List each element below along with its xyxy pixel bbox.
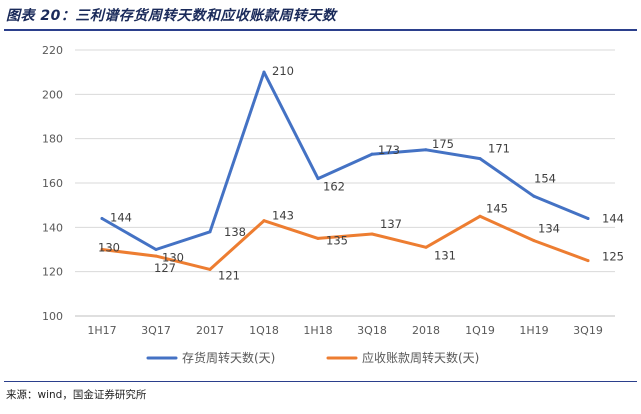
data-label: 135: [326, 233, 348, 247]
data-label: 154: [534, 171, 556, 185]
x-tick-label: 3Q17: [141, 324, 171, 337]
legend-item-inventory-label: 存货周转天数(天): [182, 350, 275, 365]
data-point: [532, 239, 536, 243]
data-point: [154, 248, 158, 251]
y-tick-label: 100: [42, 310, 63, 323]
y-tick-label: 220: [42, 44, 63, 57]
x-axis-ticks: 1H17 3Q17 2017 1Q18 1H18 3Q18 2018 1Q19 1H19 3Q19: [87, 324, 602, 337]
data-label: 210: [272, 64, 294, 78]
data-label: 127: [154, 261, 176, 275]
data-point: [316, 177, 320, 181]
data-label: 175: [432, 137, 454, 151]
figure-title: 图表 20：三利谱存货周转天数和应收账款周转天数: [6, 8, 337, 24]
series-lines: [100, 70, 590, 271]
inventory-days-line: [100, 70, 590, 251]
data-label: 143: [272, 209, 294, 223]
y-tick-label: 200: [42, 88, 63, 101]
x-tick-label: 1H17: [87, 324, 116, 337]
x-tick-label: 2017: [196, 324, 224, 337]
data-point: [208, 230, 212, 234]
data-point: [316, 236, 320, 240]
data-label: 121: [218, 268, 240, 282]
data-point: [208, 267, 212, 271]
footer-divider: [4, 381, 637, 382]
x-tick-label: 1Q19: [465, 324, 495, 337]
data-point: [370, 152, 374, 156]
data-point: [424, 245, 428, 249]
data-label: 134: [538, 222, 560, 236]
data-point: [262, 70, 266, 74]
data-point: [478, 214, 482, 218]
data-point: [586, 216, 590, 220]
x-tick-label: 1H18: [303, 324, 332, 337]
data-point: [262, 219, 266, 223]
y-tick-label: 120: [42, 266, 63, 279]
data-point: [100, 216, 104, 220]
source-note: 来源：wind，国金证券研究所: [6, 389, 147, 401]
y-axis-ticks: 100 120 140 160 180 200 220: [42, 44, 63, 323]
data-label: 131: [434, 248, 456, 262]
x-tick-label: 2018: [412, 324, 440, 337]
data-point: [154, 254, 158, 258]
x-tick-label: 3Q18: [357, 324, 387, 337]
data-label: 144: [602, 211, 624, 225]
data-point: [532, 194, 536, 198]
x-tick-label: 1Q18: [249, 324, 279, 337]
data-label: 145: [486, 201, 508, 215]
data-label: 130: [162, 251, 184, 265]
y-tick-label: 160: [42, 177, 63, 190]
data-label: 125: [602, 250, 624, 264]
legend: 存货周转天数(天) 应收账款周转天数(天): [146, 350, 479, 365]
data-point: [478, 157, 482, 161]
data-label: 144: [110, 210, 132, 224]
data-label: 171: [488, 142, 510, 156]
data-point: [586, 259, 590, 263]
x-tick-label: 1H19: [519, 324, 548, 337]
grid-lines: [75, 49, 615, 317]
x-tick-label: 3Q19: [573, 324, 603, 337]
legend-item-receivable-label: 应收账款周转天数(天): [362, 350, 479, 365]
data-point: [100, 248, 104, 251]
data-label: 162: [323, 180, 345, 194]
y-tick-label: 180: [42, 133, 63, 146]
data-point: [370, 232, 374, 236]
data-label: 138: [224, 225, 246, 239]
receivable-days-line: [100, 214, 590, 271]
data-point: [424, 148, 428, 152]
y-tick-label: 140: [42, 221, 63, 234]
data-label: 173: [378, 143, 400, 157]
data-label: 130: [98, 241, 120, 255]
title-divider: [4, 29, 637, 31]
data-label: 137: [380, 217, 402, 231]
